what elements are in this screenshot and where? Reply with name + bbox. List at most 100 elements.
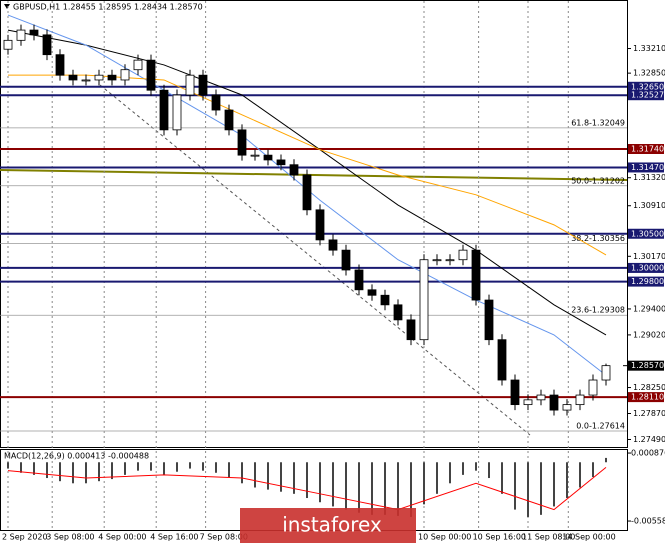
- macd-bar: [98, 462, 100, 482]
- candle-body: [445, 259, 455, 262]
- candle-body: [471, 249, 481, 301]
- level-box: [628, 90, 664, 101]
- candle-body: [16, 29, 26, 41]
- trend-line: [99, 84, 531, 436]
- macd-bar: [254, 462, 256, 488]
- x-tick-label: 14 Sep 00:00: [562, 533, 615, 542]
- level-label: 1.29800: [631, 277, 664, 286]
- candle-body: [198, 74, 208, 96]
- macd-bar: [371, 462, 373, 515]
- x-tick-label: 4 Sep 00:00: [98, 533, 146, 542]
- macd-bar: [579, 462, 581, 488]
- y-tick-label: 1.33210: [633, 44, 665, 53]
- level-label: 1.32527: [631, 91, 664, 100]
- macd-bar: [397, 462, 399, 516]
- candle-body: [42, 34, 52, 56]
- watermark-text: instaforex: [282, 513, 382, 537]
- candle-body: [29, 29, 39, 36]
- macd-bar: [449, 462, 451, 484]
- macd-signal: [7, 466, 607, 511]
- candle-body: [289, 164, 299, 176]
- candle-body: [419, 259, 429, 341]
- macd-bar: [488, 462, 490, 479]
- y-tick-label: 1.31320: [633, 173, 665, 182]
- candle-body: [432, 259, 442, 262]
- y-tick-label: 1.32850: [633, 69, 665, 78]
- macd-bar: [150, 462, 152, 471]
- macd-bar: [33, 462, 35, 475]
- candle-body: [380, 294, 390, 306]
- candle-body: [523, 399, 533, 406]
- candle-body: [458, 249, 468, 261]
- macd-bar: [592, 462, 594, 477]
- y-tick-label: 1.29020: [633, 330, 665, 339]
- watermark: instaforex: [240, 508, 416, 543]
- candle-body: [393, 304, 403, 321]
- level-label: 1.32650: [631, 82, 664, 91]
- macd-bar: [72, 462, 74, 484]
- level-box: [628, 276, 664, 287]
- x-tick-label: 10 Sep 16:00: [473, 533, 526, 542]
- candle-body: [133, 59, 143, 71]
- macd-bar: [280, 462, 282, 492]
- macd-bar: [306, 462, 308, 499]
- price-pane: [0, 0, 628, 448]
- macd-title: MACD(12,26,9) 0.000413 -0.000488: [4, 452, 149, 461]
- candle-body: [601, 365, 611, 381]
- macd-bar: [527, 462, 529, 517]
- macd-bar: [514, 462, 516, 510]
- candle-body: [55, 54, 65, 76]
- macd-bar: [267, 462, 269, 490]
- macd-bar: [202, 462, 204, 471]
- y-tick-label: 1.27870: [633, 409, 665, 418]
- x-tick-label: 3 Sep 08:00: [46, 533, 94, 542]
- candle-body: [549, 394, 559, 411]
- macd-bar: [163, 462, 165, 475]
- candle-body: [68, 74, 78, 81]
- macd-bar: [384, 462, 386, 515]
- x-tick-label: 4 Sep 16:00: [150, 533, 198, 542]
- candle-body: [263, 154, 273, 161]
- macd-bar: [345, 462, 347, 510]
- macd-bar: [241, 462, 243, 484]
- candle-body: [406, 319, 416, 341]
- candle-body: [536, 394, 546, 401]
- x-tick-label: 7 Sep 08:00: [200, 533, 248, 542]
- level-label: 1.30500: [631, 229, 664, 238]
- candle-body: [185, 74, 195, 96]
- level-box: [628, 228, 664, 239]
- candle-body: [367, 289, 377, 296]
- level-box: [628, 81, 664, 92]
- fib-label: 61.8-1.32049: [571, 118, 625, 127]
- fib-label: 50.0-1.31202: [571, 176, 625, 185]
- macd-bar: [215, 462, 217, 473]
- macd-bar: [436, 462, 438, 494]
- macd-bar: [111, 462, 113, 480]
- candle-body: [562, 404, 572, 411]
- candle-body: [146, 59, 156, 91]
- y-tick-label: 1.27490: [633, 435, 665, 444]
- macd-bar: [553, 462, 555, 507]
- candle-body: [172, 94, 182, 131]
- candle-body: [315, 209, 325, 241]
- candle-body: [107, 74, 117, 81]
- x-tick-label: 10 Sep 00:00: [418, 533, 471, 542]
- level-box: [628, 392, 664, 403]
- macd-bar: [501, 462, 503, 494]
- macd-bar: [137, 462, 139, 471]
- candle-body: [588, 379, 598, 396]
- candle-body: [484, 299, 494, 341]
- y-tick-label: 1.28250: [633, 383, 665, 392]
- level-box: [628, 162, 664, 173]
- chart-title: GBPUSD,H1 1.28455 1.28595 1.28434 1.2857…: [13, 3, 203, 12]
- level-box: [628, 144, 664, 154]
- candle-body: [224, 109, 234, 131]
- macd-bar: [46, 462, 48, 479]
- macd-bar: [605, 457, 607, 463]
- level-label: 1.31470: [631, 163, 664, 172]
- macd-bar: [475, 462, 477, 471]
- candle-body: [250, 154, 260, 157]
- x-tick-label: 2 Sep 2020: [2, 533, 48, 542]
